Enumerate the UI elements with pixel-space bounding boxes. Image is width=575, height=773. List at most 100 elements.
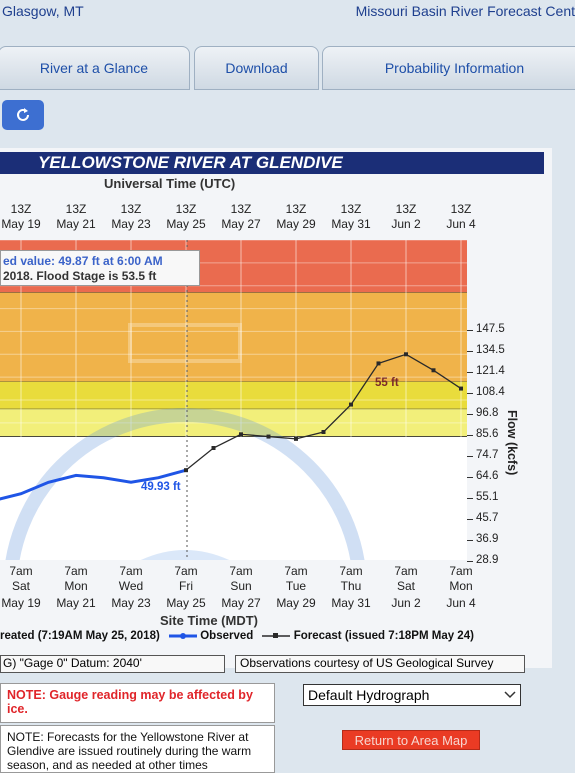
bottom-axis-tick-line: 7am <box>174 564 198 578</box>
tab-river-at-a-glance[interactable]: River at a Glance <box>0 46 190 90</box>
forecast-point <box>404 352 408 357</box>
flow-axis-tick <box>467 330 473 331</box>
top-axis-tick: 13Z May 19 <box>0 202 46 232</box>
flow-axis-label: 55.1 <box>476 491 499 503</box>
flow-axis-label: 74.7 <box>476 449 499 461</box>
chart-legend: reated (7:19AM May 25, 2018) Observed Fo… <box>0 630 474 642</box>
tab-label: Probability Information <box>384 60 525 76</box>
top-axis-tick-date: May 29 <box>276 217 316 231</box>
forecast-point <box>431 368 436 373</box>
refresh-button[interactable] <box>2 100 44 130</box>
bottom-axis-tick: 7am Fri May 25 <box>161 564 211 611</box>
right-axis-title: Flow (kcfs) <box>505 410 519 476</box>
bottom-axis-tick-line: May 31 <box>331 596 371 610</box>
flow-axis-tick <box>467 540 473 541</box>
forecast-schedule-text: NOTE: Forecasts for the Yellowstone Rive… <box>7 730 252 772</box>
tab-label: Download <box>225 60 288 76</box>
observed-value-label: 49.93 ft <box>141 481 181 493</box>
top-axis-tick: 13Z May 25 <box>161 202 211 232</box>
forecast-point <box>321 430 326 434</box>
forecast-point <box>211 446 216 450</box>
forecast-point <box>184 468 188 473</box>
top-axis-tick: 13Z May 27 <box>216 202 266 232</box>
minor-flood-band <box>0 381 467 410</box>
bottom-axis-tick-line: Fri <box>179 579 193 593</box>
top-axis-tick-date: May 27 <box>221 217 261 231</box>
flow-axis-tick <box>467 498 473 499</box>
chevron-down-icon <box>504 691 516 699</box>
bottom-axis-tick: 7am Mon May 21 <box>51 564 101 611</box>
flow-axis-tick <box>467 561 473 562</box>
bottom-axis-tick: 7am Sun May 27 <box>216 564 266 611</box>
bottom-axis-tick-line: 7am <box>449 564 473 578</box>
top-axis-tick: 13Z May 31 <box>326 202 376 232</box>
observed-series-line <box>0 468 187 501</box>
top-axis-tick-date: Jun 2 <box>391 217 421 231</box>
flow-axis-label: 28.9 <box>476 554 499 566</box>
gauge-ice-note: NOTE: Gauge reading may be affected by i… <box>0 683 275 723</box>
datum-box: G) "Gage 0" Datum: 2040' <box>0 655 225 673</box>
bottom-axis-tick-line: Thu <box>340 579 362 593</box>
bottom-axis-tick-line: Jun 2 <box>391 596 421 610</box>
flow-axis-tick <box>467 393 473 394</box>
top-axis-tick-date: May 21 <box>56 217 96 231</box>
flow-axis-label: 85.6 <box>476 428 499 440</box>
tab-label: River at a Glance <box>39 60 149 76</box>
refresh-icon <box>17 108 29 121</box>
legend-forecast: Forecast (issued 7:18PM May 24) <box>293 630 474 642</box>
forecast-point <box>376 361 381 366</box>
flow-axis-label: 147.5 <box>476 323 505 335</box>
bottom-axis-tick-line: May 23 <box>111 596 151 610</box>
forecast-point <box>349 402 353 407</box>
organization-label: Missouri Basin River Forecast Cent <box>355 3 575 19</box>
top-axis-tick-date: Jun 4 <box>446 217 476 231</box>
noaa-watermark-text-box <box>128 323 242 363</box>
flow-axis-tick <box>467 435 473 436</box>
top-axis-tick: 13Z May 29 <box>271 202 321 232</box>
bottom-axis-tick-line: 7am <box>64 564 88 578</box>
bottom-axis-tick: 7am Sat Jun 2 <box>381 564 431 611</box>
flow-axis-tick <box>467 456 473 457</box>
noaa-watermark-ring <box>5 408 365 560</box>
tab-probability-information[interactable]: Probability Information <box>322 46 575 90</box>
hydrograph-title-bar: YELLOWSTONE RIVER AT GLENDIVE <box>0 152 544 174</box>
flow-axis-label: 134.5 <box>476 344 505 356</box>
bottom-axis-tick-line: Sat <box>11 579 30 593</box>
bottom-axis-tick-line: Mon <box>449 579 473 593</box>
top-axis-tick: 13Z Jun 2 <box>381 202 431 232</box>
bottom-axis-tick-line: May 27 <box>221 596 261 610</box>
tab-download[interactable]: Download <box>194 46 319 90</box>
forecast-point <box>294 436 298 441</box>
latest-observation-line2: 2018. Flood Stage is 53.5 ft <box>3 269 157 283</box>
flow-axis-tick <box>467 477 473 478</box>
flow-axis-tick <box>467 351 473 352</box>
forecast-point <box>266 434 271 439</box>
hydrograph-type-value: Default Hydrograph <box>308 687 430 703</box>
top-axis-tick: 13Z May 23 <box>106 202 156 232</box>
action-flood-band <box>0 409 467 437</box>
top-axis-tick-date: May 23 <box>111 217 151 231</box>
forecast-legend-icon <box>262 632 291 638</box>
hydrograph-title: YELLOWSTONE RIVER AT GLENDIVE <box>38 153 343 172</box>
bottom-axis-title: Site Time (MDT) <box>160 613 258 628</box>
bottom-axis-tick-line: Sun <box>230 579 252 593</box>
top-axis-title: Universal Time (UTC) <box>104 176 236 191</box>
bottom-axis-tick-line: 7am <box>9 564 33 578</box>
forecast-schedule-note: NOTE: Forecasts for the Yellowstone Rive… <box>0 725 275 773</box>
hydrograph-plot: 49.93 ft 55 ft <box>0 240 467 560</box>
latest-observation-line1: ed value: 49.87 ft at 6:00 AM <box>3 254 163 268</box>
return-to-area-map-button[interactable]: Return to Area Map <box>342 730 480 750</box>
bottom-axis-tick-line: Mon <box>64 579 88 593</box>
top-axis-tick: 13Z Jun 4 <box>436 202 486 232</box>
bottom-axis-tick-line: May 21 <box>56 596 96 610</box>
moderate-flood-band <box>0 292 467 382</box>
top-axis-tick-date: May 19 <box>1 217 41 231</box>
bottom-axis-tick-line: Wed <box>118 579 144 593</box>
flow-axis-label: 45.7 <box>476 512 499 524</box>
bottom-axis-tick-line: 7am <box>119 564 143 578</box>
flow-axis-label: 96.8 <box>476 407 499 419</box>
bottom-axis-tick-line: May 25 <box>166 596 206 610</box>
hydrograph-type-select[interactable]: Default Hydrograph <box>303 684 521 706</box>
flow-axis-label: 64.6 <box>476 470 499 482</box>
bottom-axis-tick-line: 7am <box>229 564 253 578</box>
